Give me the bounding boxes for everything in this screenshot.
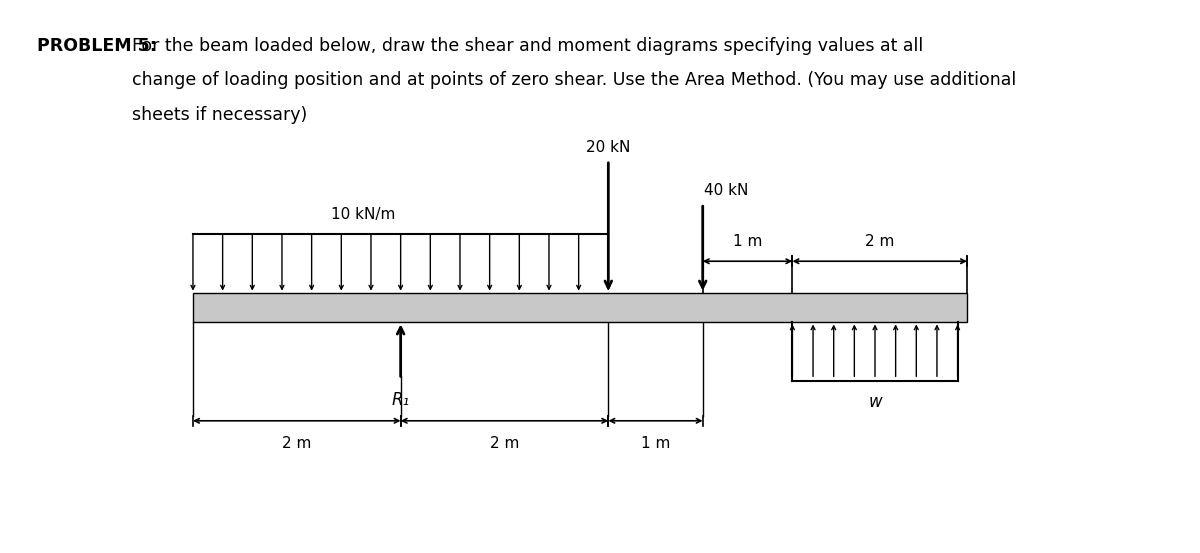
Text: change of loading position and at points of zero shear. Use the Area Method. (Yo: change of loading position and at points… — [132, 71, 1016, 89]
Text: R₁: R₁ — [391, 391, 409, 409]
Text: 10 kN/m: 10 kN/m — [331, 207, 395, 222]
Text: 20 kN: 20 kN — [586, 140, 630, 155]
Text: 2 m: 2 m — [282, 436, 312, 451]
Text: 1 m: 1 m — [641, 436, 671, 451]
Text: PROBLEM 5:: PROBLEM 5: — [37, 36, 157, 55]
Bar — [193, 293, 967, 322]
Text: sheets if necessary): sheets if necessary) — [132, 106, 307, 124]
Text: 2 m: 2 m — [490, 436, 520, 451]
Text: 40 kN: 40 kN — [704, 183, 749, 198]
Text: 2 m: 2 m — [865, 234, 894, 249]
Text: w: w — [868, 393, 882, 411]
Text: 1 m: 1 m — [733, 234, 762, 249]
Text: For the beam loaded below, draw the shear and moment diagrams specifying values : For the beam loaded below, draw the shea… — [132, 36, 923, 55]
